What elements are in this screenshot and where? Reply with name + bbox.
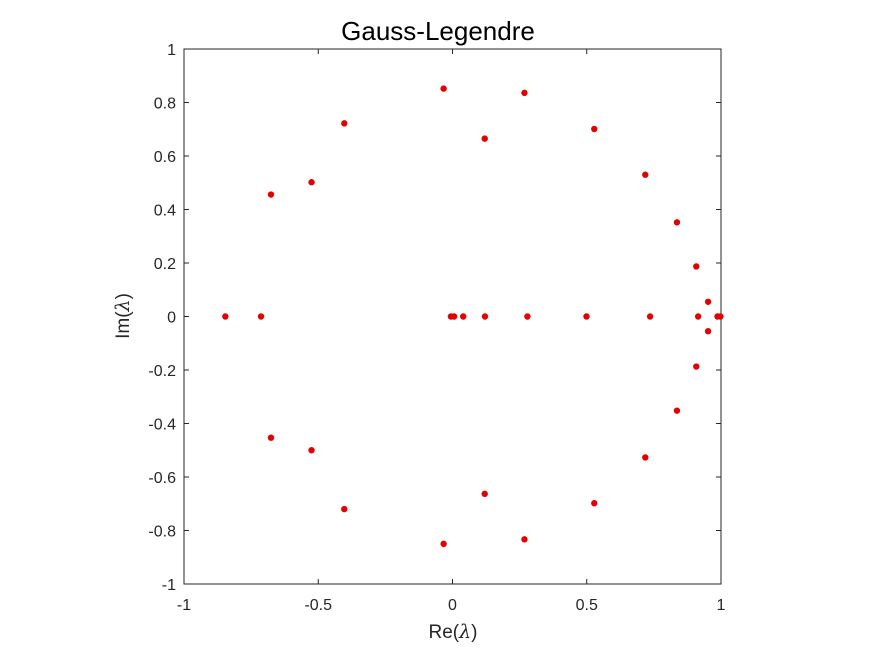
y-tick-label: 1: [167, 42, 176, 59]
axis-ticks: -1 -0.5 0 0.5 1 -1 -0.8 -0.6 -0.4 -0.2 0 0.2 0.4 0.6 0…: [148, 42, 725, 614]
data-point: [481, 135, 488, 142]
data-point: [341, 505, 348, 513]
y-tick-label: -1: [162, 577, 176, 594]
data-point: [450, 313, 458, 320]
data-point: [460, 313, 467, 320]
data-point: [341, 120, 348, 127]
data-point: [717, 313, 724, 320]
y-tick-label: 0: [167, 310, 176, 327]
data-point: [694, 313, 702, 320]
y-tick-label: 0.4: [154, 203, 176, 220]
x-tick-label: 0.5: [576, 597, 598, 614]
data-point: [646, 313, 654, 320]
y-tick-label: -0.8: [148, 524, 176, 541]
data-point: [583, 313, 590, 320]
data-point: [591, 125, 598, 133]
y-axis-label: Im(λ): [112, 293, 134, 339]
data-point: [704, 298, 712, 305]
data-point: [704, 328, 712, 335]
x-axis-label: Re(λ): [429, 621, 478, 643]
data-point: [693, 363, 700, 370]
data-point: [308, 179, 315, 186]
data-point: [267, 434, 275, 441]
data-point: [673, 407, 681, 414]
data-points: [222, 85, 724, 548]
y-tick-label: 0.8: [154, 96, 176, 113]
x-tick-label: 0: [448, 597, 457, 614]
data-point: [222, 313, 229, 320]
data-point: [481, 490, 488, 498]
x-tick-label: -1: [177, 597, 191, 614]
data-point: [521, 89, 528, 97]
data-point: [521, 536, 528, 543]
y-tick-label: 0.2: [154, 256, 176, 273]
data-point: [440, 540, 447, 548]
data-point: [257, 313, 265, 320]
y-tick-label: -0.2: [148, 363, 176, 380]
data-point: [591, 500, 598, 507]
chart-title: Gauss-Legendre: [341, 16, 535, 46]
y-tick-label: 0.6: [154, 149, 176, 166]
y-tick-label: -0.6: [148, 470, 176, 487]
data-point: [481, 313, 489, 320]
data-point: [642, 454, 649, 461]
x-tick-label: 1: [717, 597, 726, 614]
data-point: [440, 85, 447, 92]
data-point: [693, 263, 700, 270]
y-tick-label: -0.4: [148, 417, 176, 434]
data-point: [308, 447, 315, 454]
data-point: [642, 171, 649, 178]
data-point: [267, 191, 275, 198]
data-point: [673, 219, 681, 226]
x-tick-label: -0.5: [304, 597, 332, 614]
data-point: [524, 313, 531, 320]
